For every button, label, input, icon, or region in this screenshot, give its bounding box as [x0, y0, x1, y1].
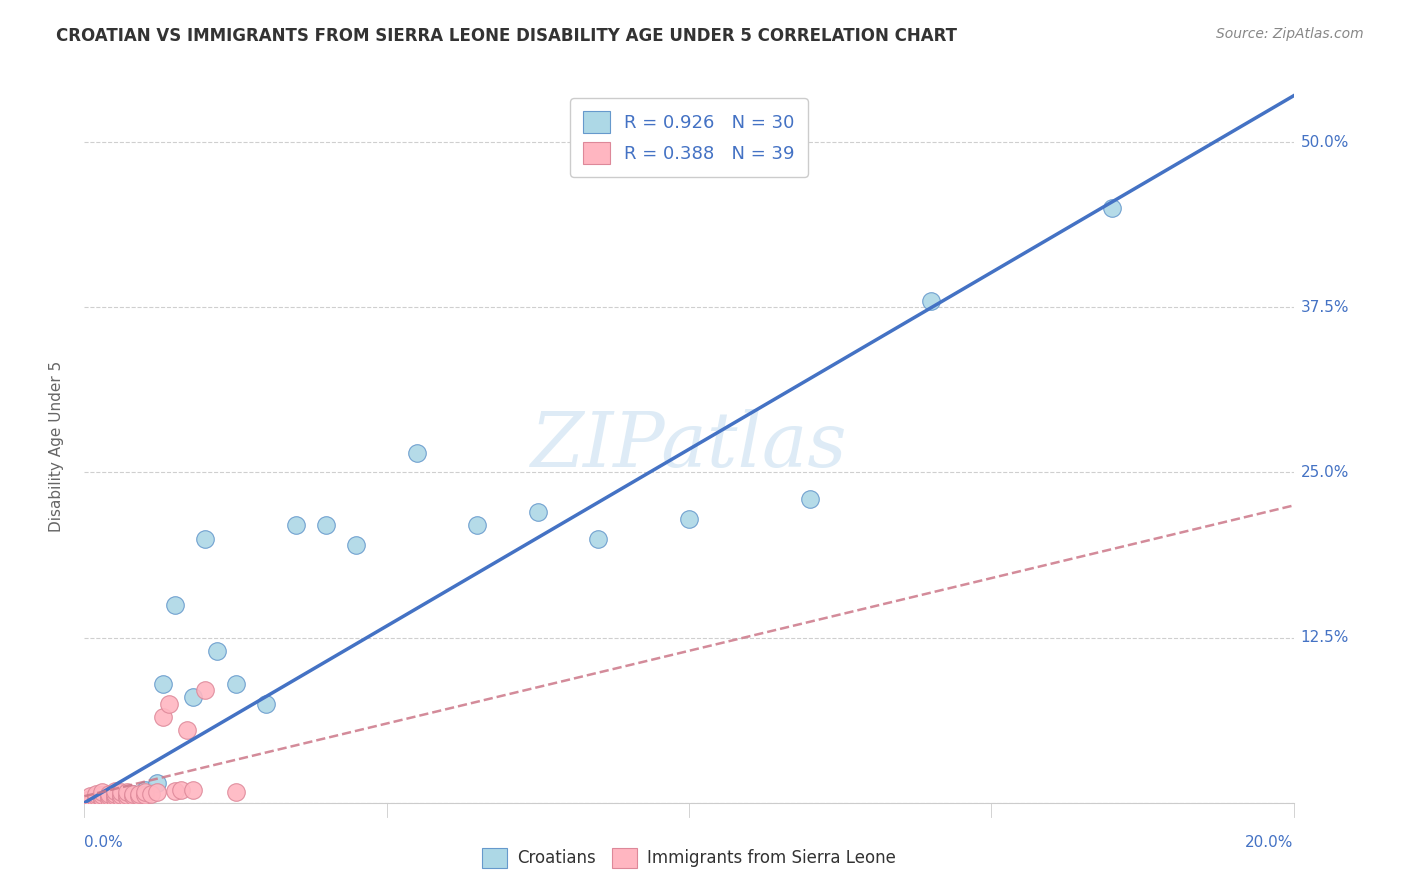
Point [104, 789, 127, 804]
Text: Source: ZipAtlas.com: Source: ZipAtlas.com [1216, 27, 1364, 41]
Point [104, 784, 127, 798]
Point [128, 789, 150, 804]
Point [110, 789, 132, 804]
Point [181, 690, 204, 704]
Point [157, 697, 180, 711]
Point [86, 789, 108, 804]
Point [115, 785, 138, 799]
Point [104, 788, 127, 802]
Point [97, 787, 120, 801]
Point [152, 677, 174, 691]
Point [1101, 201, 1123, 215]
Legend: R = 0.926   N = 30, R = 0.388   N = 39: R = 0.926 N = 30, R = 0.388 N = 39 [571, 98, 807, 177]
Point [284, 518, 308, 533]
Text: ZIPatlas: ZIPatlas [530, 409, 848, 483]
Point [254, 697, 277, 711]
Point [86, 792, 108, 806]
Point [181, 782, 204, 797]
Point [467, 518, 489, 533]
Point [97, 792, 120, 806]
Point [104, 790, 127, 805]
Point [115, 788, 138, 802]
Point [170, 782, 193, 797]
Point [152, 710, 174, 724]
Point [121, 787, 143, 801]
Point [225, 785, 247, 799]
Point [91, 792, 114, 806]
Point [79, 792, 101, 806]
Text: 12.5%: 12.5% [1301, 630, 1348, 645]
Point [91, 785, 114, 799]
Point [115, 790, 138, 805]
Point [588, 532, 610, 546]
Text: 50.0%: 50.0% [1301, 135, 1348, 150]
Point [346, 538, 368, 552]
Text: CROATIAN VS IMMIGRANTS FROM SIERRA LEONE DISABILITY AGE UNDER 5 CORRELATION CHAR: CROATIAN VS IMMIGRANTS FROM SIERRA LEONE… [56, 27, 957, 45]
Point [920, 293, 942, 308]
Point [91, 790, 114, 805]
Point [110, 788, 132, 802]
Point [97, 789, 120, 804]
Point [406, 445, 429, 459]
Point [163, 784, 186, 798]
Point [194, 683, 217, 698]
Text: 0.0%: 0.0% [84, 836, 124, 850]
Point [163, 598, 186, 612]
Point [110, 785, 132, 799]
Point [104, 787, 127, 801]
Point [176, 723, 198, 738]
Point [134, 788, 156, 802]
Y-axis label: Disability Age Under 5: Disability Age Under 5 [49, 360, 63, 532]
Point [146, 776, 169, 790]
Point [315, 518, 337, 533]
Point [110, 790, 132, 805]
Point [79, 792, 101, 806]
Point [91, 793, 114, 807]
Point [97, 789, 120, 804]
Point [128, 788, 150, 802]
Legend: Croatians, Immigrants from Sierra Leone: Croatians, Immigrants from Sierra Leone [475, 841, 903, 875]
Point [207, 644, 229, 658]
Point [86, 787, 108, 801]
Point [146, 785, 169, 799]
Point [121, 789, 143, 804]
Point [121, 787, 143, 801]
Point [799, 491, 821, 506]
Text: 37.5%: 37.5% [1301, 300, 1348, 315]
Text: 25.0%: 25.0% [1301, 465, 1348, 480]
Point [134, 785, 156, 799]
Point [678, 511, 700, 525]
Point [86, 790, 108, 805]
Point [79, 789, 101, 804]
Point [526, 505, 548, 519]
Point [134, 782, 156, 797]
Point [194, 532, 217, 546]
Point [104, 792, 127, 806]
Point [225, 677, 247, 691]
Point [115, 790, 138, 805]
Point [79, 793, 101, 807]
Point [128, 787, 150, 801]
Point [91, 788, 114, 802]
Text: 20.0%: 20.0% [1246, 836, 1294, 850]
Point [139, 787, 162, 801]
